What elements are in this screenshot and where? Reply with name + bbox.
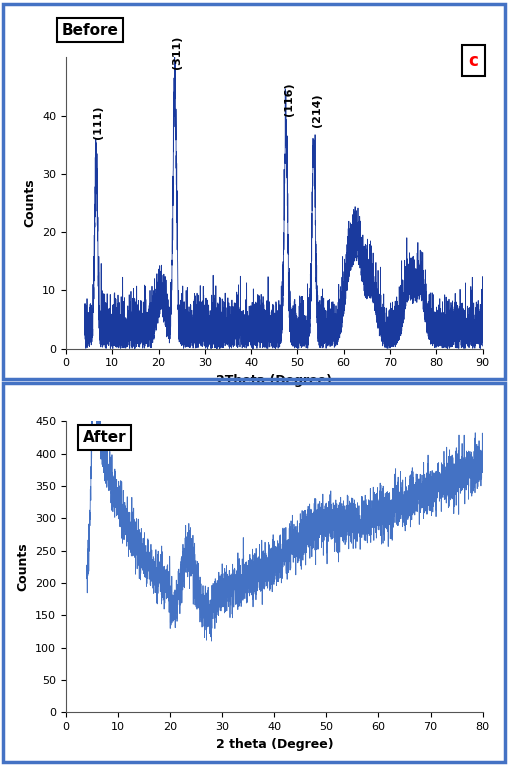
- Text: c: c: [468, 51, 479, 70]
- Text: (111): (111): [93, 106, 104, 139]
- Text: (214): (214): [312, 93, 322, 127]
- Y-axis label: Counts: Counts: [24, 178, 37, 228]
- Text: (116): (116): [284, 82, 294, 116]
- X-axis label: 2Theta (Degree): 2Theta (Degree): [216, 374, 332, 387]
- Text: (311): (311): [172, 36, 182, 69]
- Y-axis label: Counts: Counts: [17, 542, 29, 591]
- X-axis label: 2 theta (Degree): 2 theta (Degree): [215, 738, 333, 751]
- Text: Before: Before: [62, 22, 119, 38]
- Text: After: After: [83, 430, 126, 445]
